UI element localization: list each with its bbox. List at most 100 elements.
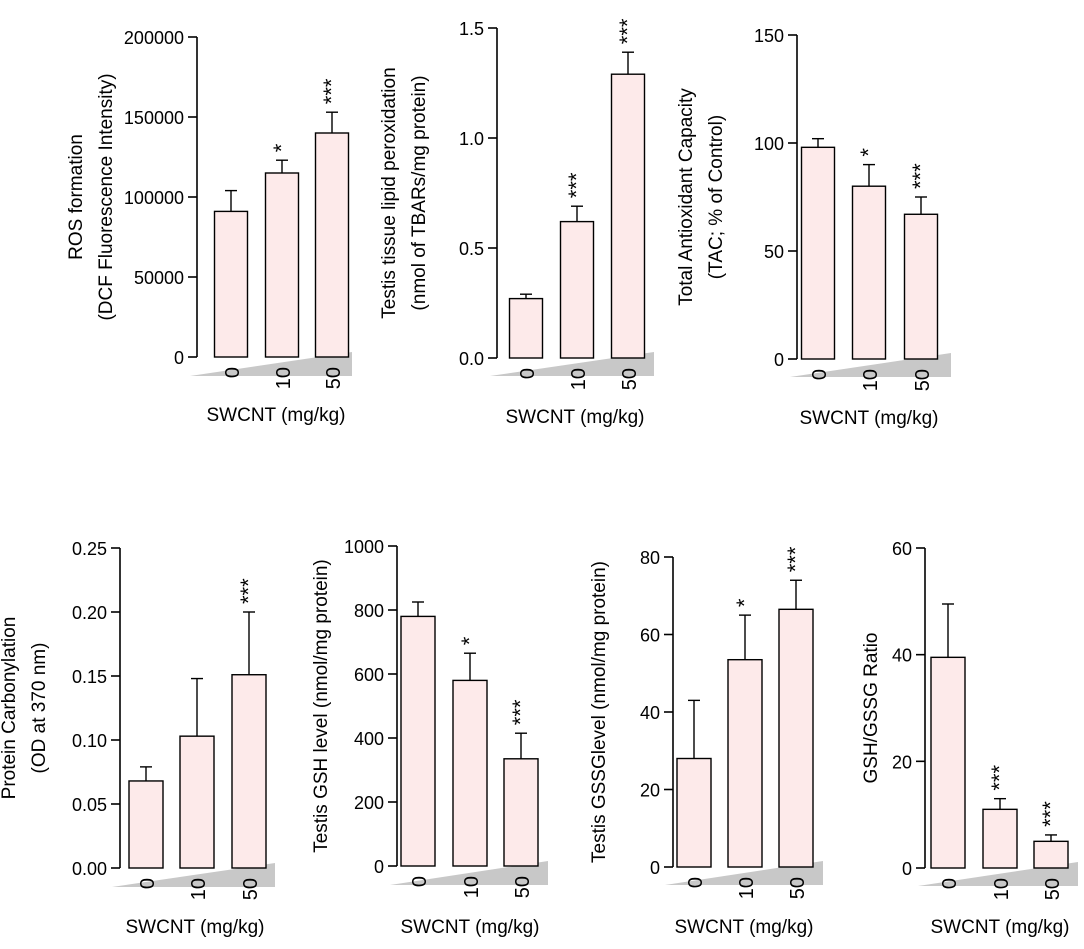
y-tick-label: 0.5 <box>459 239 484 259</box>
y-tick-label: 0.0 <box>459 349 484 369</box>
y-tick-label: 60 <box>640 626 660 646</box>
bar-0 <box>930 656 966 869</box>
chart-panel-2: 0.0 0.5 1.0 1.5 Testis tissue lipid peroxida… <box>379 18 654 428</box>
y-tick-label: 0.15 <box>72 667 107 687</box>
y-axis-label: GSH/GSSG Ratio <box>861 633 882 784</box>
significance-marker: *** <box>508 699 533 725</box>
y-tick-label: 0 <box>902 859 912 879</box>
significance-marker: *** <box>908 163 933 189</box>
bar-10 <box>727 658 763 868</box>
bar-10 <box>559 220 595 359</box>
bar-50 <box>778 608 814 868</box>
chart-panel-5: 0 200 400 600 800 1000 Testis GSH level (nmol/… <box>311 537 548 938</box>
bar-0 <box>213 210 249 358</box>
y-tick-label: 20 <box>640 781 660 801</box>
y-axis-label: Total Antioxidant Capacity <box>676 88 697 306</box>
significance-marker: *** <box>987 765 1012 791</box>
bar-0 <box>676 757 712 868</box>
bar-10 <box>982 808 1018 869</box>
significance-marker: * <box>856 148 881 157</box>
bar-10 <box>452 679 488 867</box>
x-tick-label: 0 <box>137 878 159 889</box>
bar-50 <box>610 73 646 359</box>
y-tick-label: 40 <box>892 646 912 666</box>
y-axis-label: (DCF Fluorescence Intensity) <box>96 73 117 320</box>
bar-0 <box>508 297 544 359</box>
bar-50 <box>503 758 539 867</box>
y-tick-label: 800 <box>354 601 384 621</box>
y-tick-label: 0 <box>774 350 784 370</box>
x-axis-label: SWCNT (mg/kg) <box>126 917 265 938</box>
y-tick-label: 200 <box>354 793 384 813</box>
bar-0 <box>400 615 436 867</box>
y-tick-label: 0.05 <box>72 795 107 815</box>
y-tick-label: 0 <box>374 857 384 877</box>
bar-50 <box>231 674 267 869</box>
bar-0 <box>800 146 836 360</box>
x-tick-label: 50 <box>512 876 534 898</box>
x-tick-label: 10 <box>568 368 590 390</box>
chart-panel-4: 0.00 0.05 0.10 0.15 0.20 0.25 Protein Carbonyl… <box>0 539 275 938</box>
x-tick-label: 10 <box>736 877 758 899</box>
y-tick-label: 1000 <box>344 537 384 557</box>
x-tick-label: 50 <box>787 877 809 899</box>
x-axis-label: SWCNT (mg/kg) <box>506 407 645 428</box>
bar-10 <box>264 172 300 358</box>
y-tick-label: 20 <box>892 752 912 772</box>
x-tick-label: 0 <box>222 367 244 378</box>
y-axis-label: (nmol of TBARs/mg protein) <box>409 75 430 310</box>
significance-marker: *** <box>783 546 808 572</box>
significance-marker: *** <box>615 18 640 44</box>
x-tick-label: 50 <box>912 369 934 391</box>
x-tick-label: 0 <box>409 876 431 887</box>
x-tick-label: 50 <box>240 878 262 900</box>
significance-marker: * <box>457 636 482 645</box>
y-tick-label: 0.00 <box>72 859 107 879</box>
x-tick-label: 0 <box>685 877 707 888</box>
y-tick-label: 0.20 <box>72 603 107 623</box>
y-tick-label: 0 <box>650 858 660 878</box>
y-tick-label: 1.5 <box>459 19 484 39</box>
significance-marker: *** <box>564 172 589 198</box>
y-tick-label: 50000 <box>134 268 184 288</box>
y-tick-label: 150 <box>754 26 784 46</box>
x-axis-label: SWCNT (mg/kg) <box>931 917 1070 938</box>
x-tick-label: 0 <box>939 878 961 889</box>
x-tick-label: 10 <box>991 878 1013 900</box>
y-tick-label: 40 <box>640 703 660 723</box>
x-tick-label: 10 <box>188 878 210 900</box>
x-axis-label: SWCNT (mg/kg) <box>675 917 814 938</box>
x-tick-label: 0 <box>809 369 831 380</box>
y-tick-label: 60 <box>892 539 912 559</box>
y-tick-label: 100000 <box>124 188 184 208</box>
dose-wedge <box>190 352 352 376</box>
y-axis-label: ROS formation <box>66 134 87 260</box>
x-axis-label: SWCNT (mg/kg) <box>207 405 346 426</box>
y-tick-label: 600 <box>354 665 384 685</box>
significance-marker: *** <box>1038 801 1063 827</box>
bar-10 <box>179 735 215 869</box>
x-tick-label: 0 <box>517 368 539 379</box>
bar-0 <box>128 780 164 869</box>
x-axis-label: SWCNT (mg/kg) <box>401 917 540 938</box>
x-tick-label: 50 <box>323 367 345 389</box>
bar-50 <box>903 213 939 360</box>
y-tick-label: 1.0 <box>459 129 484 149</box>
y-tick-label: 100 <box>754 134 784 154</box>
chart-panel-1: 0 50000 100000 150000 200000 ROS formation (DC… <box>66 28 352 426</box>
y-tick-label: 400 <box>354 729 384 749</box>
chart-panel-3: 0 50 100 150 Total Antioxidant Capacity (TAC;… <box>676 26 951 429</box>
significance-marker: * <box>732 598 757 607</box>
y-tick-label: 50 <box>764 242 784 262</box>
dose-wedge <box>112 863 275 887</box>
y-tick-label: 0.10 <box>72 731 107 751</box>
y-tick-label: 80 <box>640 548 660 568</box>
significance-marker: *** <box>319 78 344 104</box>
y-tick-label: 200000 <box>124 28 184 48</box>
x-tick-label: 50 <box>619 368 641 390</box>
y-axis-label: (TAC; % of Control) <box>706 115 727 279</box>
y-tick-label: 0.25 <box>72 539 107 559</box>
bar-10 <box>851 185 887 360</box>
x-tick-label: 10 <box>273 367 295 389</box>
